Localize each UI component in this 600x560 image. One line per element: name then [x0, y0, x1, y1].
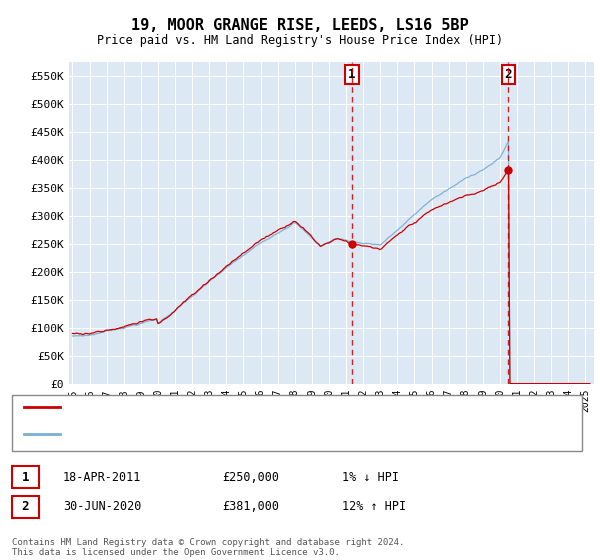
Text: 1% ↓ HPI: 1% ↓ HPI [342, 470, 399, 484]
Text: 2: 2 [505, 68, 512, 81]
Text: £250,000: £250,000 [222, 470, 279, 484]
Text: £381,000: £381,000 [222, 500, 279, 514]
Text: 30-JUN-2020: 30-JUN-2020 [63, 500, 142, 514]
Text: Price paid vs. HM Land Registry's House Price Index (HPI): Price paid vs. HM Land Registry's House … [97, 34, 503, 48]
Text: 1: 1 [348, 68, 355, 81]
Text: 19, MOOR GRANGE RISE, LEEDS, LS16 5BP (detached house): 19, MOOR GRANGE RISE, LEEDS, LS16 5BP (d… [69, 402, 420, 412]
Text: 18-APR-2011: 18-APR-2011 [63, 470, 142, 484]
Text: 12% ↑ HPI: 12% ↑ HPI [342, 500, 406, 514]
Text: 1: 1 [22, 470, 29, 484]
Text: Contains HM Land Registry data © Crown copyright and database right 2024.
This d: Contains HM Land Registry data © Crown c… [12, 538, 404, 557]
Text: 19, MOOR GRANGE RISE, LEEDS, LS16 5BP: 19, MOOR GRANGE RISE, LEEDS, LS16 5BP [131, 18, 469, 32]
Text: 2: 2 [22, 500, 29, 514]
Text: HPI: Average price, detached house, Leeds: HPI: Average price, detached house, Leed… [69, 429, 335, 439]
